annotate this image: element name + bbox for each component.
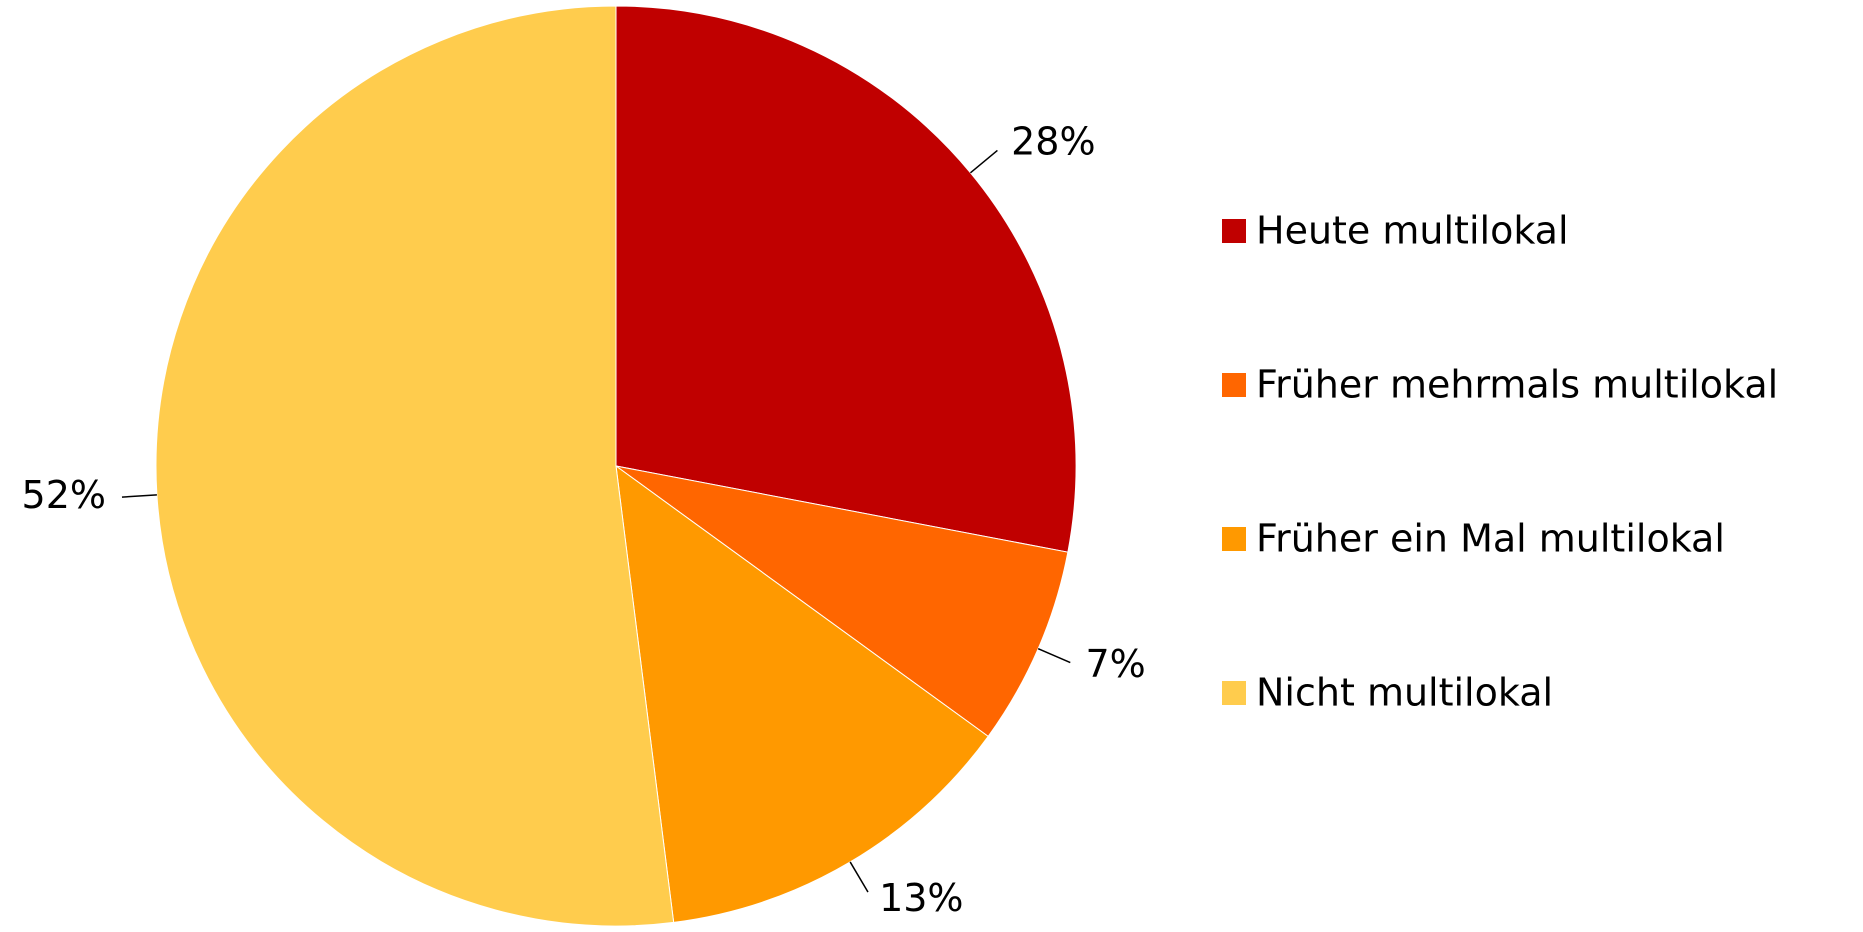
pie-slice — [615, 5, 1077, 553]
data-label: 7% — [1085, 642, 1145, 686]
data-label: 13% — [879, 876, 963, 920]
data-label: 28% — [1011, 120, 1095, 164]
leader-line — [121, 494, 157, 498]
pie-slice — [615, 465, 1069, 738]
legend-label: Früher mehrmals multilokal — [1256, 363, 1778, 407]
legend-label: Heute multilokal — [1256, 209, 1569, 253]
leader-line — [849, 861, 869, 893]
legend-swatch — [1222, 373, 1246, 397]
leader-line — [969, 149, 998, 174]
legend-label: Früher ein Mal multilokal — [1256, 517, 1725, 561]
legend-swatch — [1222, 219, 1246, 243]
pie-slice — [155, 5, 675, 927]
legend-label: Nicht multilokal — [1256, 671, 1553, 715]
legend-swatch — [1222, 681, 1246, 705]
legend-swatch — [1222, 527, 1246, 551]
data-label: 52% — [22, 473, 106, 517]
leader-line — [1037, 647, 1071, 664]
